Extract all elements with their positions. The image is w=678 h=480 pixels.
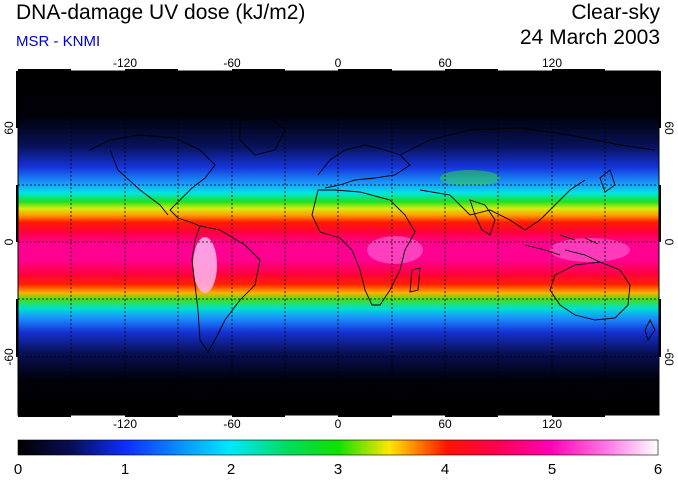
- colorbar-label: 5: [548, 461, 556, 478]
- colorbar-label: 0: [14, 461, 22, 478]
- lon-label-top: -60: [223, 56, 241, 70]
- lat-label-right: 60: [662, 121, 676, 135]
- lon-label-top: 0: [335, 56, 342, 70]
- lat-label-left: 60: [2, 121, 16, 135]
- map-title: DNA-damage UV dose (kJ/m2): [16, 1, 306, 24]
- lon-label-top: -120: [113, 56, 137, 70]
- lat-label-right: 0: [662, 239, 676, 246]
- lon-label-bottom: 0: [335, 417, 342, 431]
- lat-label-right: -60: [662, 348, 676, 366]
- uv-field: [18, 71, 659, 415]
- lat-label-left: 0: [2, 238, 16, 245]
- lon-label-top: 120: [542, 56, 562, 70]
- lon-label-bottom: 60: [438, 417, 452, 431]
- frame-ticks: [16, 69, 661, 417]
- map-source: MSR - KNMI: [16, 33, 101, 50]
- map-date: 24 March 2003: [519, 26, 660, 49]
- colorbar: [17, 439, 659, 456]
- lat-label-left: -60: [2, 348, 16, 366]
- lon-label-bottom: -120: [113, 417, 137, 431]
- colorbar-label: 6: [654, 461, 662, 478]
- lon-label-top: 60: [438, 56, 452, 70]
- sky-condition: Clear-sky: [571, 1, 660, 24]
- lon-label-bottom: -60: [223, 417, 241, 431]
- colorbar-label: 2: [227, 461, 235, 478]
- colorbar-label: 4: [441, 461, 449, 478]
- colorbar-label: 3: [334, 461, 342, 478]
- colorbar-label: 1: [121, 461, 129, 478]
- coastlines: [17, 117, 660, 393]
- lon-label-bottom: 120: [542, 417, 562, 431]
